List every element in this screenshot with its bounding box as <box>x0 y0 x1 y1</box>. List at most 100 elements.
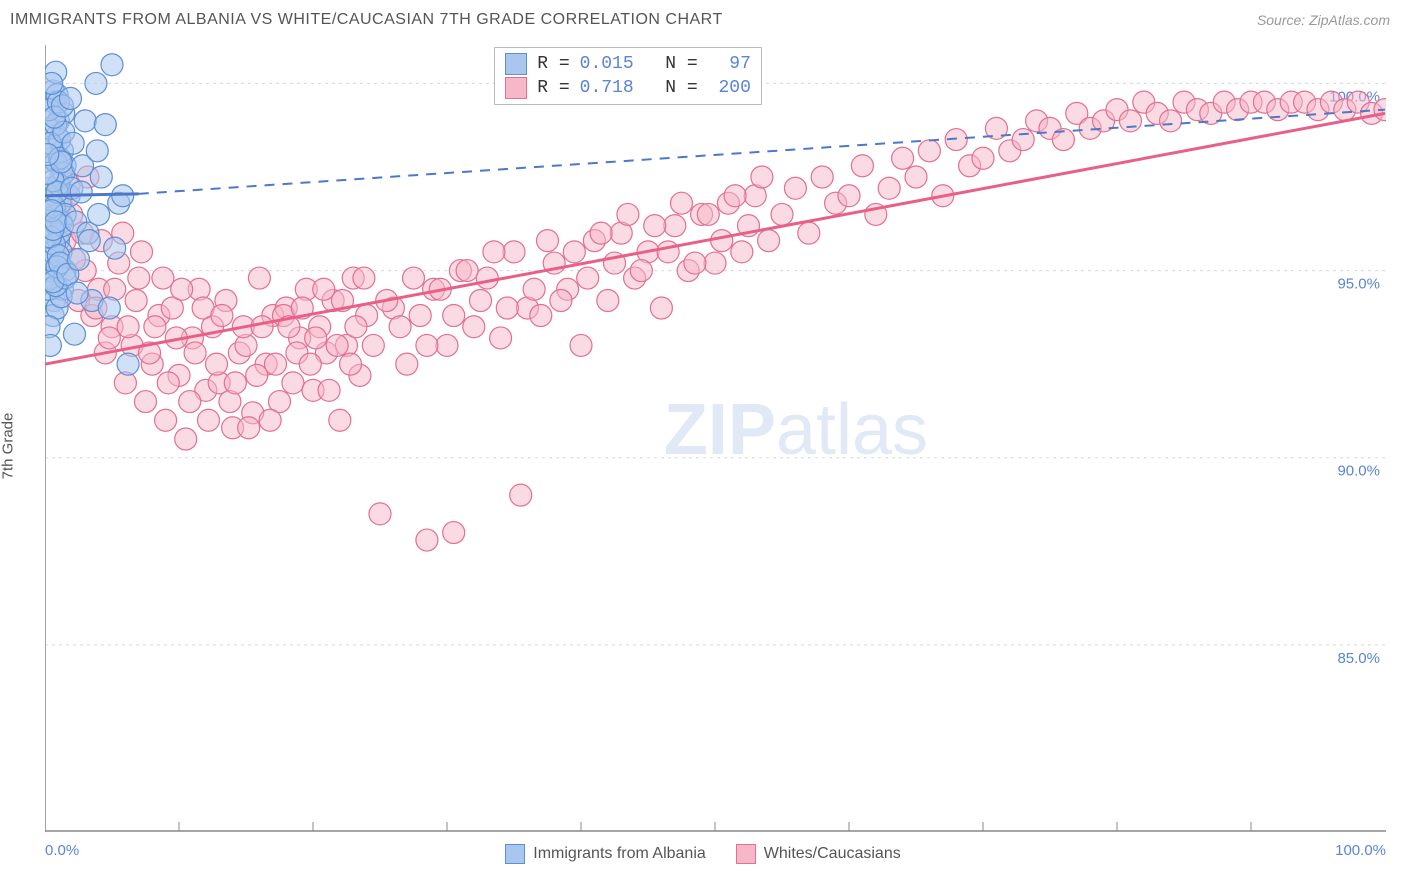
point-pink <box>684 252 706 274</box>
point-pink <box>340 353 362 375</box>
point-blue <box>117 353 139 375</box>
point-pink <box>630 260 652 282</box>
point-pink <box>731 241 753 263</box>
point-pink <box>197 409 219 431</box>
point-pink <box>362 334 384 356</box>
point-blue <box>94 114 116 136</box>
point-pink <box>329 409 351 431</box>
point-pink <box>563 241 585 263</box>
point-blue <box>98 297 120 319</box>
point-pink <box>128 267 150 289</box>
point-pink <box>463 316 485 338</box>
point-pink <box>503 241 525 263</box>
y-tick-label: 85.0% <box>1337 650 1380 667</box>
point-pink <box>353 267 375 289</box>
y-tick-label: 90.0% <box>1337 463 1380 480</box>
point-pink <box>697 203 719 225</box>
stat-r-value: 0.718 <box>580 78 634 98</box>
point-pink <box>1160 110 1182 132</box>
point-pink <box>299 353 321 375</box>
point-blue <box>62 132 84 154</box>
swatch-icon <box>505 844 525 864</box>
point-pink <box>416 529 438 551</box>
point-pink <box>443 522 465 544</box>
point-pink <box>704 252 726 274</box>
point-pink <box>184 342 206 364</box>
point-pink <box>246 364 268 386</box>
point-blue <box>70 181 92 203</box>
point-pink <box>456 260 478 282</box>
stats-row: R =0.015 N = 97 <box>505 52 751 76</box>
point-pink <box>918 140 940 162</box>
point-pink <box>206 353 228 375</box>
point-pink <box>409 304 431 326</box>
point-pink <box>597 290 619 312</box>
point-blue <box>74 110 96 132</box>
point-pink <box>224 372 246 394</box>
stat-n-label: N = <box>644 78 698 98</box>
point-pink <box>305 327 327 349</box>
point-blue <box>104 237 126 259</box>
point-pink <box>389 316 411 338</box>
point-pink <box>530 304 552 326</box>
stat-r-label: R = <box>537 78 569 98</box>
point-blue <box>45 334 61 356</box>
source-label: Source: ZipAtlas.com <box>1257 12 1390 28</box>
point-pink <box>403 267 425 289</box>
stat-n-value: 97 <box>708 54 751 74</box>
point-pink <box>664 215 686 237</box>
point-pink <box>436 334 458 356</box>
point-pink <box>171 278 193 300</box>
point-pink <box>135 391 157 413</box>
point-blue <box>86 140 108 162</box>
point-blue <box>90 166 112 188</box>
legend-item-pink: Whites/Caucasians <box>736 844 901 864</box>
point-pink <box>617 203 639 225</box>
point-pink <box>179 391 201 413</box>
point-pink <box>396 353 418 375</box>
point-pink <box>577 267 599 289</box>
point-pink <box>238 417 260 439</box>
trend-blue-solid <box>45 194 139 196</box>
point-pink <box>510 484 532 506</box>
point-pink <box>125 290 147 312</box>
point-pink <box>972 147 994 169</box>
stat-n-value: 200 <box>708 78 751 98</box>
point-pink <box>155 409 177 431</box>
point-pink <box>251 316 273 338</box>
point-pink <box>476 267 498 289</box>
point-pink <box>259 409 281 431</box>
point-pink <box>98 327 120 349</box>
point-pink <box>175 428 197 450</box>
point-pink <box>117 316 139 338</box>
point-pink <box>905 166 927 188</box>
point-pink <box>657 241 679 263</box>
y-axis-label: 7th Grade <box>0 413 17 480</box>
point-pink <box>644 215 666 237</box>
point-pink <box>811 166 833 188</box>
bottom-legend: Immigrants from Albania Whites/Caucasian… <box>0 844 1406 864</box>
point-pink <box>724 185 746 207</box>
point-pink <box>851 155 873 177</box>
stat-r-value: 0.015 <box>580 54 634 74</box>
point-pink <box>490 327 512 349</box>
point-pink <box>318 379 340 401</box>
point-pink <box>211 304 233 326</box>
point-pink <box>523 278 545 300</box>
point-pink <box>798 222 820 244</box>
point-pink <box>496 297 518 319</box>
point-pink <box>313 278 335 300</box>
point-pink <box>892 147 914 169</box>
point-pink <box>326 334 348 356</box>
point-blue <box>66 282 88 304</box>
stats-box: R =0.015 N = 97R =0.718 N = 200 <box>494 47 762 105</box>
stat-r-label: R = <box>537 54 569 74</box>
point-pink <box>130 241 152 263</box>
point-blue <box>88 203 110 225</box>
plot-area: 100.0%95.0%90.0%85.0%ZIPatlas R =0.015 N… <box>45 45 1386 832</box>
point-pink <box>550 290 572 312</box>
point-pink <box>671 192 693 214</box>
point-pink <box>248 267 270 289</box>
point-blue <box>63 323 85 345</box>
point-pink <box>570 334 592 356</box>
